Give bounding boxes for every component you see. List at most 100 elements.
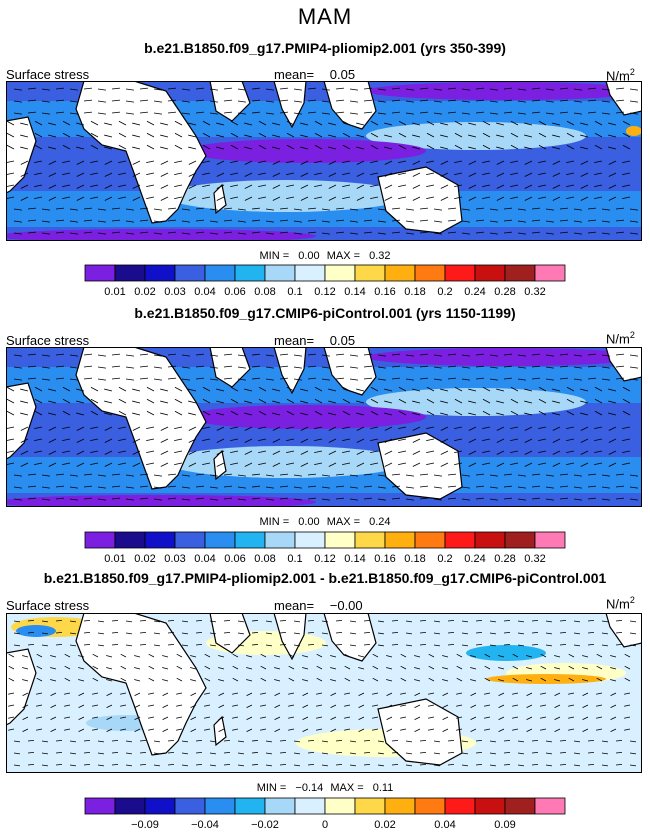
stress-vector: [69, 208, 78, 211]
stress-vector: [484, 692, 491, 695]
stress-vector: [139, 219, 148, 222]
stress-vector: [433, 378, 442, 381]
stress-vector: [153, 208, 162, 211]
stress-vector: [55, 365, 64, 368]
stress-vector: [328, 196, 337, 201]
panel-1-units-text: N/m: [606, 68, 630, 84]
stress-vector: [503, 219, 512, 222]
stress-vector: [349, 378, 358, 381]
stress-vector: [349, 366, 358, 369]
stress-vector: [34, 172, 43, 176]
stress-vector: [153, 644, 160, 647]
stress-vector: [167, 353, 176, 356]
stress-vector: [92, 677, 99, 682]
stress-vector: [125, 644, 132, 647]
stress-vector: [440, 196, 449, 201]
stress-vector: [188, 426, 197, 431]
stress-vector: [447, 473, 456, 476]
stress-vector: [125, 220, 134, 223]
stress-vector: [111, 111, 120, 114]
stress-vector: [195, 219, 204, 222]
colorbar-swatch: [324, 531, 356, 549]
stress-vector: [181, 474, 190, 477]
stress-vector: [412, 134, 421, 138]
stress-vector: [400, 716, 407, 719]
stress-vector: [377, 486, 386, 489]
colorbar-tick-label: 0.08: [254, 286, 275, 298]
stress-vector: [342, 160, 351, 164]
stress-vector: [538, 160, 547, 164]
stress-vector: [223, 365, 232, 368]
stress-vector: [279, 631, 287, 634]
stress-vector: [307, 353, 316, 356]
stress-vector: [223, 763, 231, 766]
stress-vector: [83, 207, 92, 210]
colorbar-tick-label: −0.09: [131, 819, 159, 831]
stress-vector: [209, 220, 218, 223]
colorbar-swatch: [204, 264, 236, 282]
stress-vector: [181, 354, 190, 357]
stress-vector: [629, 100, 638, 103]
stress-vector: [300, 438, 309, 443]
stress-vector: [83, 111, 92, 114]
stress-vector: [293, 740, 300, 743]
stress-vector: [111, 231, 120, 234]
stress-vector: [48, 134, 57, 138]
stress-vector: [125, 620, 132, 623]
stress-vector: [552, 438, 561, 443]
stress-vector: [265, 378, 274, 381]
stress-vector: [216, 438, 225, 443]
stress-vector: [377, 644, 384, 647]
stress-vector: [412, 172, 421, 177]
stress-vector: [517, 644, 524, 647]
stress-vector: [97, 632, 104, 635]
stress-vector: [244, 438, 253, 443]
stress-vector: [461, 474, 470, 477]
stress-vector: [237, 644, 244, 647]
stress-vector: [391, 485, 400, 488]
stress-vector: [204, 653, 211, 658]
panel-3-units-sup: 2: [629, 595, 635, 605]
stress-vector: [218, 679, 225, 682]
colorbar-swatch: [204, 797, 236, 815]
stress-vector: [134, 704, 141, 708]
stress-vector: [554, 692, 561, 696]
stress-vector: [69, 112, 78, 115]
stress-vector: [321, 208, 330, 211]
stress-vector: [34, 450, 43, 454]
stress-vector: [265, 620, 272, 623]
stress-vector: [83, 631, 91, 634]
stress-vector: [69, 752, 76, 755]
stress-vector: [358, 704, 365, 708]
stress-vector: [41, 752, 48, 755]
stress-vector: [162, 679, 169, 682]
stress-vector: [454, 144, 463, 150]
stress-vector: [442, 716, 449, 720]
stress-vector: [293, 88, 302, 91]
stress-vector: [272, 388, 281, 392]
stress-vector: [20, 412, 29, 416]
stress-vector: [307, 751, 315, 754]
panel-3-units: N/m2: [606, 595, 635, 611]
stress-vector: [237, 366, 246, 369]
stress-vector: [580, 196, 589, 201]
stress-vector: [356, 146, 365, 150]
stress-vector: [370, 196, 379, 200]
stress-vector: [447, 377, 456, 380]
colorbar-tick-label: 0.03: [164, 286, 185, 298]
stress-vector: [69, 486, 78, 489]
stress-vector: [482, 438, 491, 442]
stress-vector: [146, 426, 155, 430]
stress-vector: [503, 473, 512, 476]
stress-vector: [78, 716, 85, 720]
stress-vector: [503, 739, 511, 742]
colorbar-tick-label: 0.2: [437, 286, 452, 298]
stress-vector: [209, 740, 216, 743]
stress-vector: [62, 426, 71, 430]
stress-vector: [181, 740, 188, 743]
stress-vector: [34, 196, 43, 200]
stress-vector: [358, 679, 365, 682]
stress-vector: [174, 398, 183, 404]
stress-vector: [237, 764, 244, 767]
stress-vector: [349, 486, 358, 489]
